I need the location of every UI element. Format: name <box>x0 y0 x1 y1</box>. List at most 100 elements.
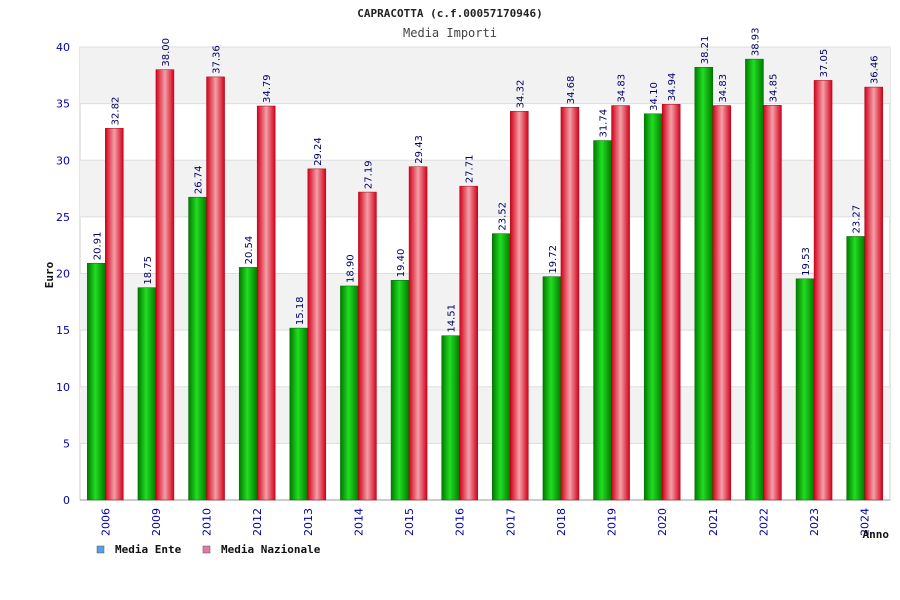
bar-media-ente-2024 <box>846 236 865 501</box>
bar-media-nazionale-2009 <box>155 69 175 501</box>
bar-media-nazionale-2020 <box>661 104 681 501</box>
x-axis-ticks: 2006 2009 2010 2012 2013 2014 2015 2016 2017 2018… <box>99 508 871 536</box>
value-label-media-nazionale-2013: 29.24 <box>313 137 324 166</box>
legend: Media Ente Media Nazionale <box>96 543 321 556</box>
bar-media-nazionale-2006 <box>105 128 124 501</box>
x-tick-label-2016: 2016 <box>454 508 467 536</box>
bar-media-ente-2018 <box>542 276 562 501</box>
value-labels: 20.91 32.82 18.75 38.00 26.74 37.36 20.54 34.79… <box>92 27 880 332</box>
value-label-media-nazionale-2012: 34.79 <box>262 74 273 103</box>
value-label-media-ente-2021: 38.21 <box>700 36 711 65</box>
x-tick-label-2020: 2020 <box>656 508 669 536</box>
bar-media-ente-2019 <box>593 140 612 501</box>
bar-media-ente-2015 <box>390 280 410 501</box>
bar-media-ente-2021 <box>694 67 714 501</box>
bars <box>87 58 883 501</box>
bar-media-ente-2012 <box>238 267 258 501</box>
bar-media-nazionale-2010 <box>206 76 225 501</box>
y-axis-ticks: 0 5 10 15 20 25 30 35 40 <box>56 41 70 507</box>
value-label-media-ente-2020: 34.10 <box>649 82 660 111</box>
value-label-media-nazionale-2024: 36.46 <box>870 55 881 84</box>
value-label-media-nazionale-2010: 37.36 <box>212 45 223 74</box>
bar-media-nazionale-2024 <box>864 86 883 501</box>
x-tick-label-2024: 2024 <box>859 508 872 536</box>
legend-label-media-nazionale: Media Nazionale <box>221 543 321 556</box>
bar-media-nazionale-2017 <box>510 111 529 501</box>
y-tick-label: 20 <box>56 268 70 281</box>
value-label-media-ente-2016: 14.51 <box>447 304 458 333</box>
x-tick-label-2012: 2012 <box>251 508 264 536</box>
value-label-media-nazionale-2019: 34.83 <box>617 74 628 103</box>
y-axis-title: Euro <box>43 261 56 288</box>
value-label-media-ente-2023: 19.53 <box>801 247 812 276</box>
value-label-media-nazionale-2016: 27.71 <box>465 155 476 184</box>
x-axis-title: Anno <box>863 528 890 541</box>
bar-media-nazionale-2015 <box>408 166 428 501</box>
x-tick-label-2021: 2021 <box>707 508 720 536</box>
value-label-media-ente-2022: 38.93 <box>750 27 761 56</box>
x-tick-label-2014: 2014 <box>352 508 365 536</box>
bar-media-nazionale-2013 <box>307 168 327 501</box>
bar-media-ente-2020 <box>643 113 663 501</box>
value-label-media-ente-2010: 26.74 <box>194 166 205 195</box>
bar-media-ente-2006 <box>87 262 106 501</box>
legend-swatch-media-nazionale <box>202 545 211 554</box>
x-tick-label-2018: 2018 <box>555 508 568 536</box>
bar-media-nazionale-2019 <box>611 105 630 501</box>
value-label-media-ente-2014: 18.90 <box>345 254 356 283</box>
bar-media-ente-2023 <box>795 278 815 501</box>
value-label-media-nazionale-2014: 27.19 <box>363 160 374 189</box>
bar-media-ente-2017 <box>492 233 511 501</box>
bar-media-nazionale-2022 <box>763 105 782 501</box>
y-tick-label: 35 <box>56 98 70 111</box>
x-tick-label-2009: 2009 <box>150 508 163 536</box>
bar-media-ente-2010 <box>188 196 207 501</box>
value-label-media-nazionale-2023: 37.05 <box>819 49 830 78</box>
x-tick-label-2015: 2015 <box>403 508 416 536</box>
y-tick-label: 10 <box>56 381 70 394</box>
value-label-media-ente-2012: 20.54 <box>244 236 255 265</box>
value-label-media-nazionale-2009: 38.00 <box>161 38 172 67</box>
bar-media-ente-2016 <box>441 335 460 501</box>
y-tick-label: 25 <box>56 211 70 224</box>
x-tick-label-2022: 2022 <box>757 508 770 536</box>
bar-media-nazionale-2021 <box>712 105 732 501</box>
bar-media-ente-2022 <box>745 58 764 501</box>
x-tick-label-2006: 2006 <box>99 508 112 536</box>
value-label-media-ente-2006: 20.91 <box>92 232 103 261</box>
value-label-media-nazionale-2022: 34.85 <box>768 74 779 103</box>
bar-media-nazionale-2018 <box>560 106 580 501</box>
x-tick-label-2017: 2017 <box>504 508 517 536</box>
y-tick-label: 40 <box>56 41 70 54</box>
value-label-media-nazionale-2018: 34.68 <box>566 76 577 105</box>
value-label-media-ente-2013: 15.18 <box>295 296 306 325</box>
value-label-media-ente-2024: 23.27 <box>852 205 863 234</box>
y-tick-label: 0 <box>63 494 70 507</box>
chart-subtitle: Media Importi <box>403 26 497 40</box>
x-tick-label-2013: 2013 <box>302 508 315 536</box>
value-label-media-ente-2019: 31.74 <box>599 109 610 138</box>
bar-media-ente-2009 <box>137 287 157 501</box>
value-label-media-ente-2009: 18.75 <box>143 256 154 285</box>
y-tick-label: 15 <box>56 324 70 337</box>
chart-title: CAPRACOTTA (c.f.00057170946) <box>357 7 542 20</box>
value-label-media-ente-2017: 23.52 <box>497 202 508 231</box>
value-label-media-nazionale-2020: 34.94 <box>667 73 678 102</box>
legend-label-media-ente: Media Ente <box>115 543 182 556</box>
bar-media-nazionale-2016 <box>459 185 478 501</box>
bar-media-nazionale-2023 <box>813 80 833 501</box>
x-tick-label-2010: 2010 <box>201 508 214 536</box>
legend-swatch-media-ente <box>96 545 105 554</box>
value-label-media-nazionale-2021: 34.83 <box>718 74 729 103</box>
value-label-media-ente-2015: 19.40 <box>396 249 407 278</box>
bar-media-ente-2013 <box>289 327 309 501</box>
y-tick-label: 5 <box>63 437 70 450</box>
x-tick-label-2019: 2019 <box>606 508 619 536</box>
x-tick-label-2023: 2023 <box>808 508 821 536</box>
value-label-media-nazionale-2006: 32.82 <box>110 97 121 126</box>
bar-media-ente-2014 <box>340 285 359 501</box>
value-label-media-nazionale-2015: 29.43 <box>414 135 425 164</box>
value-label-media-nazionale-2017: 34.32 <box>515 80 526 109</box>
